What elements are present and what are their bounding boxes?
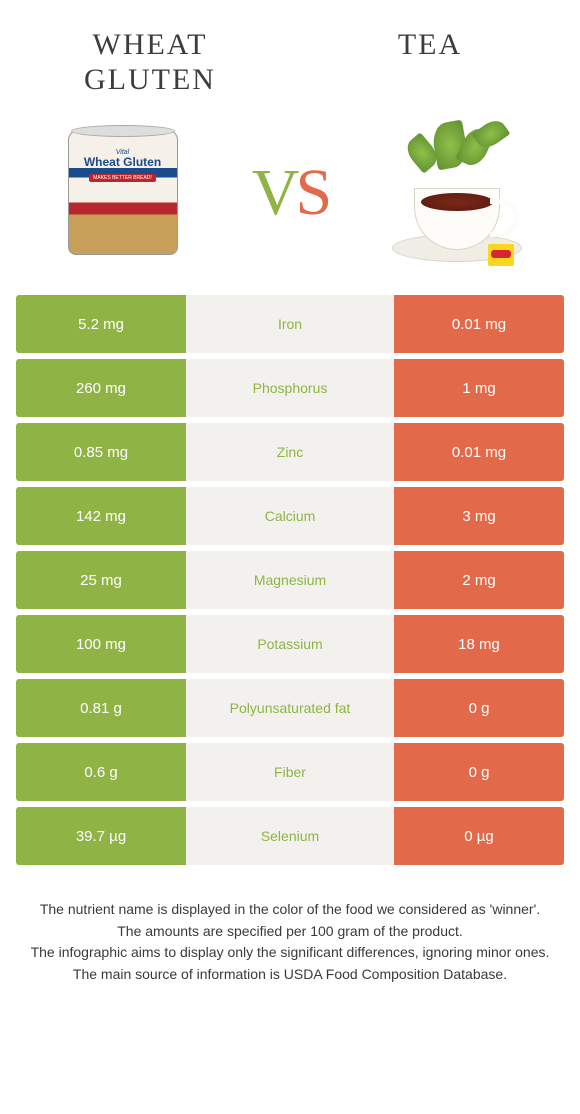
vs-s: S (295, 156, 328, 229)
value-left: 0.6 g (16, 743, 186, 801)
value-left: 142 mg (16, 487, 186, 545)
nutrient-label: Polyunsaturated fat (186, 679, 394, 737)
nutrient-label: Calcium (186, 487, 394, 545)
value-left: 260 mg (16, 359, 186, 417)
table-row: 25 mgMagnesium2 mg (16, 551, 564, 609)
vs-label: VS (252, 155, 328, 231)
table-row: 39.7 µgSelenium0 µg (16, 807, 564, 865)
product-image-left: Vital Wheat Gluten MAKES BETTER BREAD! (45, 115, 200, 270)
footer-line-4: The main source of information is USDA F… (22, 964, 558, 986)
table-row: 5.2 mgIron0.01 mg (16, 295, 564, 353)
comparison-table: 5.2 mgIron0.01 mg260 mgPhosphorus1 mg0.8… (0, 295, 580, 865)
value-right: 1 mg (394, 359, 564, 417)
value-left: 5.2 mg (16, 295, 186, 353)
table-row: 100 mgPotassium18 mg (16, 615, 564, 673)
value-right: 2 mg (394, 551, 564, 609)
value-right: 3 mg (394, 487, 564, 545)
table-row: 260 mgPhosphorus1 mg (16, 359, 564, 417)
can-line2: Wheat Gluten (84, 156, 161, 168)
footer-line-1: The nutrient name is displayed in the co… (22, 899, 558, 921)
footer-line-3: The infographic aims to display only the… (22, 942, 558, 964)
nutrient-label: Fiber (186, 743, 394, 801)
nutrient-label: Phosphorus (186, 359, 394, 417)
value-right: 0.01 mg (394, 423, 564, 481)
nutrient-label: Magnesium (186, 551, 394, 609)
vs-v: V (252, 156, 296, 229)
product-image-right (380, 115, 535, 270)
tea-cup-icon (382, 118, 532, 268)
value-left: 25 mg (16, 551, 186, 609)
value-right: 18 mg (394, 615, 564, 673)
footer-line-2: The amounts are specified per 100 gram o… (22, 921, 558, 943)
table-row: 142 mgCalcium3 mg (16, 487, 564, 545)
nutrient-label: Potassium (186, 615, 394, 673)
image-row: Vital Wheat Gluten MAKES BETTER BREAD! V… (0, 97, 580, 295)
value-left: 100 mg (16, 615, 186, 673)
nutrient-label: Selenium (186, 807, 394, 865)
value-right: 0 g (394, 743, 564, 801)
title-right: Tea (330, 28, 530, 63)
footer-notes: The nutrient name is displayed in the co… (0, 871, 580, 986)
value-left: 0.81 g (16, 679, 186, 737)
header: Wheat gluten Tea (0, 0, 580, 97)
nutrient-label: Zinc (186, 423, 394, 481)
title-left: Wheat gluten (50, 28, 250, 97)
nutrient-label: Iron (186, 295, 394, 353)
table-row: 0.81 gPolyunsaturated fat0 g (16, 679, 564, 737)
value-right: 0 g (394, 679, 564, 737)
value-right: 0.01 mg (394, 295, 564, 353)
table-row: 0.6 gFiber0 g (16, 743, 564, 801)
value-left: 0.85 mg (16, 423, 186, 481)
can-line3: MAKES BETTER BREAD! (89, 174, 156, 182)
value-left: 39.7 µg (16, 807, 186, 865)
wheat-gluten-can-icon: Vital Wheat Gluten MAKES BETTER BREAD! (68, 130, 178, 255)
value-right: 0 µg (394, 807, 564, 865)
table-row: 0.85 mgZinc0.01 mg (16, 423, 564, 481)
